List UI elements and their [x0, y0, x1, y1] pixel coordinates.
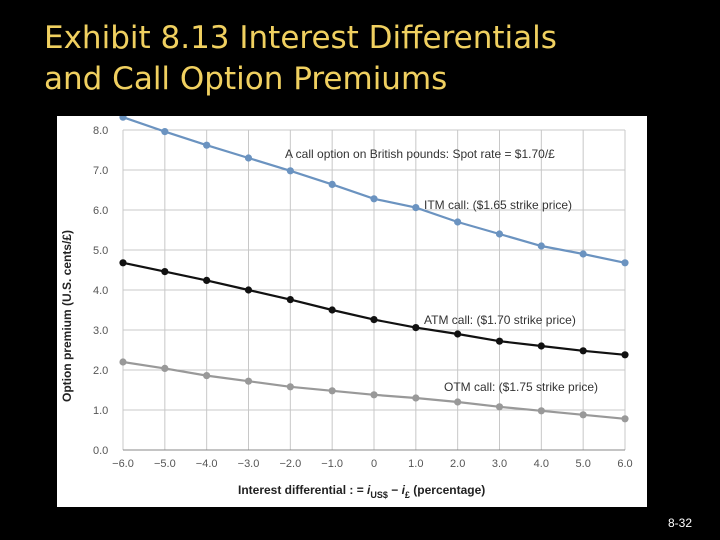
x-axis-title-sub1: US$ [370, 490, 388, 500]
itm-data-point [370, 195, 378, 203]
y-tick-label: 7.0 [93, 165, 108, 177]
x-tick-label: 6.0 [617, 458, 632, 470]
otm-data-point [412, 394, 420, 402]
itm-data-point [621, 259, 629, 267]
x-tick-label: −4.0 [196, 458, 218, 470]
x-tick-label: −1.0 [321, 458, 343, 470]
y-tick-label: 6.0 [93, 205, 108, 217]
itm-data-point [454, 218, 462, 226]
atm-data-point [495, 337, 504, 345]
page-number: 8-32 [668, 516, 693, 530]
atm-data-point [621, 351, 629, 359]
y-tick-label: 5.0 [93, 245, 108, 257]
itm-data-point [119, 116, 127, 121]
itm-data-point [203, 141, 211, 149]
x-axis-title-i1: i [367, 483, 371, 497]
x-axis-title-prefix: Interest differential : = [238, 483, 367, 497]
x-tick-label: 1.0 [408, 458, 423, 470]
itm-data-point [495, 230, 504, 238]
itm-data-point [328, 180, 336, 188]
itm-data-point [412, 204, 420, 212]
x-axis-title-suffix: (percentage) [410, 483, 485, 497]
otm-data-point [454, 398, 462, 406]
y-tick-label: 4.0 [93, 285, 108, 297]
interest-differential-chart: 0.01.02.03.04.05.06.07.08.0−6.0 −5.0 −4.0−… [60, 116, 633, 500]
atm-data-point [328, 306, 336, 314]
x-tick-label: 5.0 [576, 458, 591, 470]
x-axis-title-dash: − [388, 483, 402, 497]
grid-layer [122, 129, 626, 451]
otm-data-point [328, 387, 336, 395]
slide-title-line-1: Exhibit 8.13 Interest Differentials [44, 20, 557, 56]
otm-data-point [161, 364, 169, 372]
y-tick-label: 2.0 [93, 365, 108, 377]
otm-data-point [203, 372, 211, 380]
y-tick-label: 8.0 [93, 125, 108, 137]
x-tick-label: −3.0 [238, 458, 260, 470]
x-tick-label: 2.0 [450, 458, 465, 470]
atm-data-point [203, 276, 211, 284]
otm-data-point [621, 415, 629, 423]
x-tick-label: −6.0 [112, 458, 134, 470]
slide-title: Exhibit 8.13 Interest Differentials and … [44, 18, 694, 100]
x-tick-label: 0 [371, 458, 377, 470]
atm-data-point [244, 286, 253, 294]
chart-title: A call option on British pounds: Spot ra… [285, 147, 555, 161]
atm-data-point [579, 347, 587, 355]
legend-atm: ATM call: ($1.70 strike price) [424, 313, 576, 327]
series-layer [119, 116, 629, 423]
atm-data-point [370, 316, 378, 324]
x-axis-title-i2: i [402, 483, 406, 497]
y-tick-label: 0.0 [93, 445, 108, 457]
itm-data-point [244, 154, 253, 162]
itm-data-point [537, 242, 545, 250]
x-tick-label: 4.0 [534, 458, 549, 470]
chart-panel: 0.0 1.0 2.0 3.0 4.0 5.0 6.0 7.0 8.0 −6.0 −5.0 −4.0−… [57, 116, 647, 507]
atm-data-point [454, 330, 462, 338]
x-tick-label: −5.0 [154, 458, 176, 470]
axis-layer: 0.0 1.0 2.0 3.0 4.0 5.0 6.0 7.0 8.0 −6.0 −5.0 −4.0 −… [93, 125, 633, 470]
legend-itm: ITM call: ($1.65 strike price) [424, 198, 572, 212]
x-axis-title-sub2: £ [405, 490, 410, 500]
itm-data-point [286, 167, 294, 175]
otm-data-point [244, 377, 253, 385]
y-tick-label: 1.0 [93, 405, 108, 417]
atm-data-point [412, 324, 420, 332]
x-axis-title: Interest differential : = iUS$ − i£ (per… [238, 483, 485, 500]
otm-data-point [370, 391, 378, 399]
x-tick-label: −2.0 [279, 458, 301, 470]
legend-otm: OTM call: ($1.75 strike price) [444, 380, 598, 394]
itm-data-point [579, 250, 587, 258]
itm-data-point [161, 128, 169, 136]
y-axis-title: Option premium (U.S. cents/£) [60, 230, 74, 402]
otm-data-point [495, 403, 504, 411]
otm-data-point [537, 407, 545, 415]
x-tick-label: 3.0 [492, 458, 507, 470]
otm-data-point [579, 411, 587, 419]
otm-data-point [286, 383, 294, 391]
slide-title-line-2: and Call Option Premiums [44, 61, 448, 97]
y-tick-label: 3.0 [93, 325, 108, 337]
atm-data-point [286, 296, 294, 304]
otm-data-point [119, 358, 127, 366]
atm-data-point [537, 342, 545, 350]
atm-data-point [119, 259, 127, 267]
atm-data-point [161, 268, 169, 276]
